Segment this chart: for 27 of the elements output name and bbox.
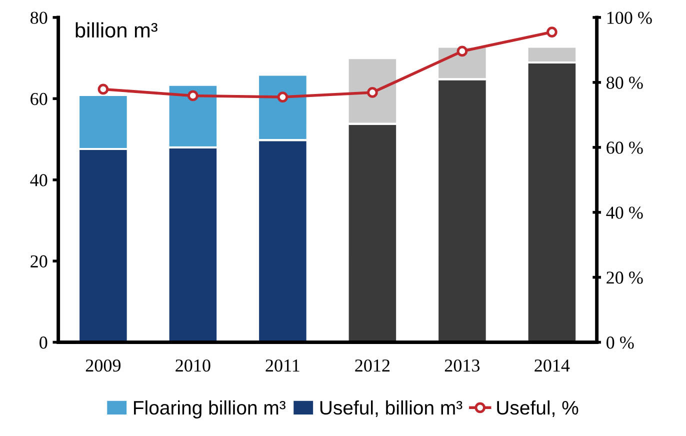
y-tick-label: 20 [30,255,48,268]
y-axis-title: billion m³ [76,22,158,38]
point [456,46,468,57]
point [367,87,378,98]
x-tick-label: 2014 [534,359,570,372]
y2-tick-label: 20 % [606,272,643,284]
x-tick-label: 2010 [176,359,210,372]
y-tick-label: 80 [30,12,48,24]
y2-tick-label: 60 % [606,142,643,154]
y-tick-label: 60 [30,92,48,106]
point [277,92,288,102]
y-tick-label: 0 [40,336,48,349]
y2-tick-label: 100 % [607,12,652,24]
legend-label: Useful, % [497,400,578,417]
y2-tick-label: 40 % [606,206,643,219]
x-tick-label: 2012 [355,359,390,372]
x-tick-label: 2009 [86,359,120,372]
x-tick-label: 2011 [266,359,300,372]
legend-label: Useful, billion m³ [320,400,462,417]
y2-tick-label: 80 % [606,76,643,89]
y2-tick-label: 0 % [606,336,634,349]
y-tick-label: 40 [30,174,48,186]
legend-label: Floaring billion m³ [134,400,286,418]
point [188,90,198,102]
point [546,26,558,38]
x-tick-label: 2013 [444,359,480,372]
point [98,84,109,95]
